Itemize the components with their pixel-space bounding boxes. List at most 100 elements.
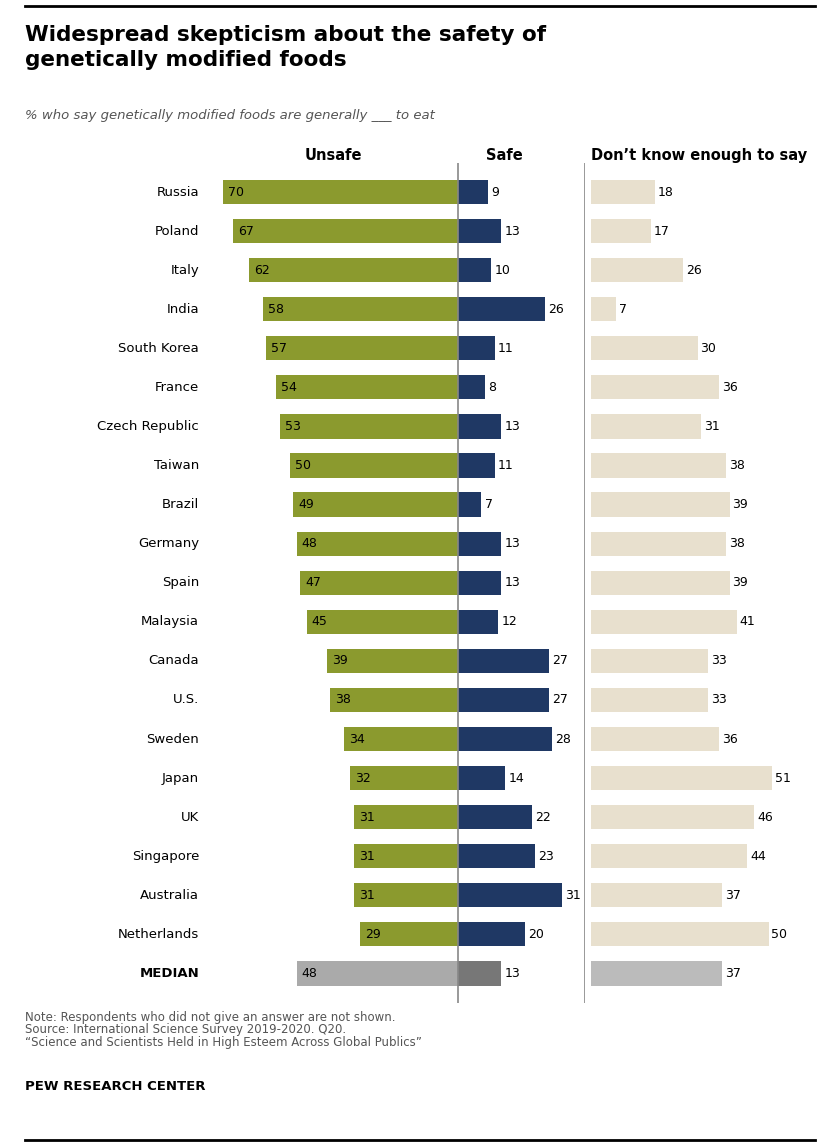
Text: 39: 39: [332, 654, 348, 667]
Text: 54: 54: [281, 380, 297, 394]
Text: Germany: Germany: [138, 537, 199, 550]
Text: 51: 51: [775, 771, 791, 785]
Text: 37: 37: [725, 967, 741, 980]
Bar: [591, 258, 683, 282]
Text: 38: 38: [729, 460, 745, 472]
Text: 57: 57: [271, 342, 287, 355]
Bar: [591, 493, 729, 517]
Text: 13: 13: [505, 576, 521, 589]
Bar: [327, 649, 458, 673]
Bar: [591, 180, 655, 204]
Text: 44: 44: [750, 849, 766, 863]
Bar: [458, 884, 562, 908]
Text: 39: 39: [732, 499, 748, 511]
Text: 50: 50: [295, 460, 311, 472]
Text: 17: 17: [654, 225, 670, 237]
Text: 39: 39: [732, 576, 748, 589]
Text: Spain: Spain: [162, 576, 199, 589]
Text: 50: 50: [771, 928, 787, 941]
Text: Canada: Canada: [149, 654, 199, 667]
Bar: [458, 961, 501, 986]
Text: Widespread skepticism about the safety of
genetically modified foods: Widespread skepticism about the safety o…: [25, 25, 546, 70]
Text: 58: 58: [268, 303, 284, 316]
Bar: [263, 297, 458, 321]
Text: Safe: Safe: [486, 148, 523, 163]
Text: 47: 47: [305, 576, 321, 589]
Bar: [458, 649, 549, 673]
Text: 13: 13: [505, 537, 521, 550]
Text: South Korea: South Korea: [118, 342, 199, 355]
Bar: [458, 688, 549, 712]
Text: U.S.: U.S.: [173, 693, 199, 706]
Bar: [344, 727, 458, 751]
Text: “Science and Scientists Held in High Esteem Across Global Publics”: “Science and Scientists Held in High Est…: [25, 1036, 422, 1049]
Bar: [591, 845, 748, 869]
Text: India: India: [166, 303, 199, 316]
Text: 49: 49: [298, 499, 314, 511]
Text: 36: 36: [722, 380, 738, 394]
Bar: [591, 454, 726, 478]
Text: % who say genetically modified foods are generally ___ to eat: % who say genetically modified foods are…: [25, 109, 435, 121]
Bar: [591, 804, 754, 830]
Bar: [297, 532, 458, 556]
Text: 38: 38: [335, 693, 351, 706]
Bar: [591, 297, 616, 321]
Bar: [290, 454, 458, 478]
Text: 10: 10: [495, 264, 511, 276]
Text: Unsafe: Unsafe: [305, 148, 362, 163]
Bar: [293, 493, 458, 517]
Bar: [458, 493, 481, 517]
Bar: [591, 688, 708, 712]
Bar: [458, 610, 498, 634]
Bar: [223, 180, 458, 204]
Text: 26: 26: [686, 264, 702, 276]
Text: 13: 13: [505, 419, 521, 433]
Text: 70: 70: [228, 186, 244, 198]
Bar: [249, 258, 458, 282]
Text: Singapore: Singapore: [132, 849, 199, 863]
Bar: [354, 845, 458, 869]
Bar: [591, 571, 729, 595]
Bar: [458, 727, 552, 751]
Text: 31: 31: [359, 889, 375, 902]
Text: Australia: Australia: [140, 889, 199, 902]
Bar: [458, 804, 532, 830]
Bar: [458, 297, 545, 321]
Bar: [591, 923, 769, 947]
Text: Source: International Science Survey 2019-2020. Q20.: Source: International Science Survey 201…: [25, 1023, 346, 1036]
Text: 13: 13: [505, 967, 521, 980]
Text: Netherlands: Netherlands: [118, 928, 199, 941]
Text: 28: 28: [555, 732, 571, 746]
Bar: [276, 375, 458, 400]
Text: 13: 13: [505, 225, 521, 237]
Bar: [591, 649, 708, 673]
Text: 38: 38: [729, 537, 745, 550]
Text: 30: 30: [701, 342, 717, 355]
Text: 46: 46: [757, 810, 773, 824]
Bar: [354, 804, 458, 830]
Text: MEDIAN: MEDIAN: [139, 967, 199, 980]
Text: Malaysia: Malaysia: [141, 615, 199, 628]
Text: 7: 7: [618, 303, 627, 316]
Text: 7: 7: [485, 499, 493, 511]
Bar: [354, 884, 458, 908]
Text: UK: UK: [181, 810, 199, 824]
Text: 36: 36: [722, 732, 738, 746]
Bar: [458, 336, 495, 361]
Text: 45: 45: [312, 615, 328, 628]
Text: 18: 18: [658, 186, 674, 198]
Text: 67: 67: [238, 225, 254, 237]
Text: 41: 41: [739, 615, 755, 628]
Bar: [591, 884, 722, 908]
Bar: [458, 923, 525, 947]
Bar: [458, 766, 505, 791]
Text: 29: 29: [365, 928, 381, 941]
Bar: [297, 961, 458, 986]
Bar: [458, 532, 501, 556]
Text: 9: 9: [491, 186, 499, 198]
Text: Sweden: Sweden: [146, 732, 199, 746]
Text: 31: 31: [704, 419, 720, 433]
Text: 11: 11: [498, 460, 514, 472]
Text: 33: 33: [711, 693, 727, 706]
Bar: [591, 766, 772, 791]
